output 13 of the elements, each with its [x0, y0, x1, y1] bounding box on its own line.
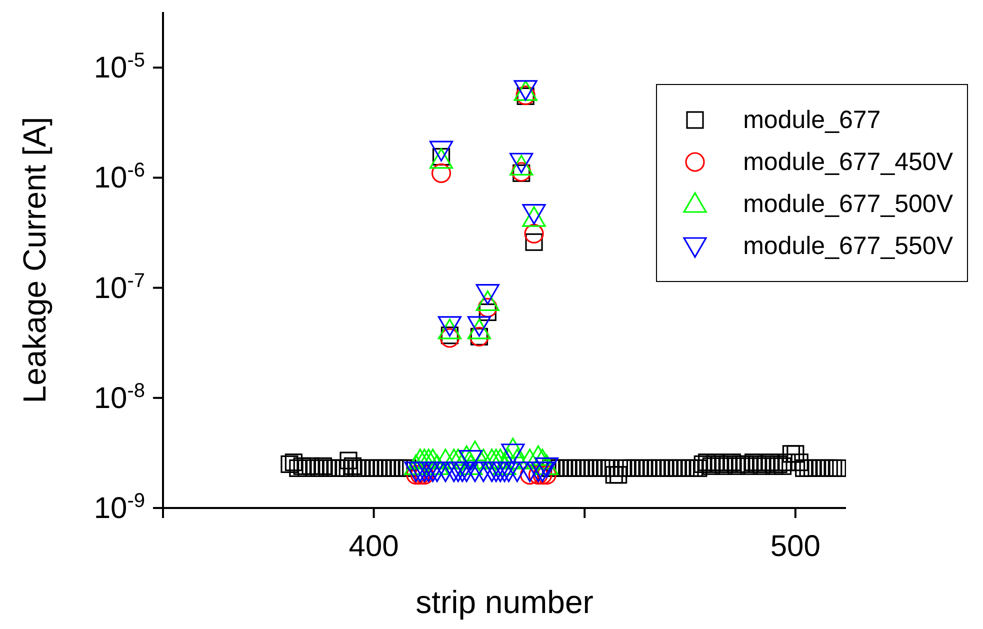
legend-label: module_677_500V [743, 190, 953, 218]
legend-label: module_677_450V [743, 148, 953, 176]
y-tick-label: 10$^{-9}$ [94, 490, 145, 525]
x-tick-label: 400 [348, 530, 399, 563]
legend-label: module_677_550V [743, 232, 953, 260]
legend-label: module_677 [743, 106, 881, 134]
y-tick-label: 10$^{-7}$ [94, 270, 145, 305]
y-tick-label: 10$^{-8}$ [94, 380, 145, 415]
y-tick-label: 10$^{-5}$ [94, 50, 145, 85]
y-tick-label: 10$^{-6}$ [94, 160, 145, 195]
x-tick-label: 500 [770, 530, 820, 563]
y-axis-title: Leakage Current [A] [16, 116, 52, 404]
x-axis-title: strip number [416, 584, 594, 620]
